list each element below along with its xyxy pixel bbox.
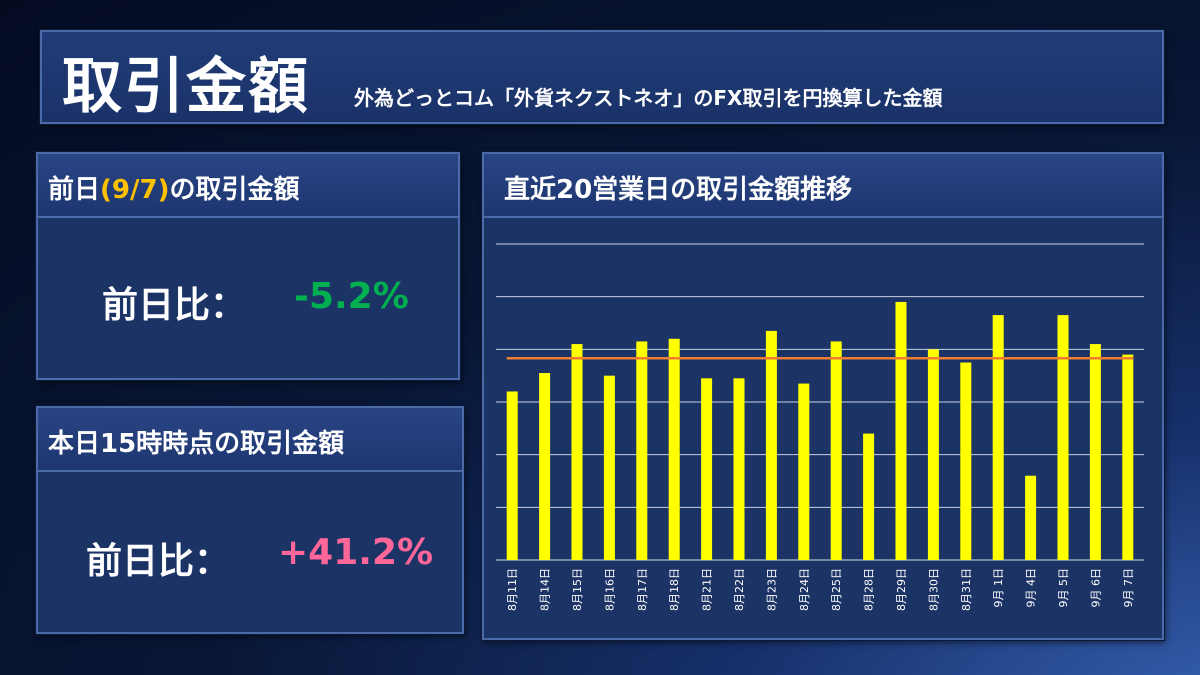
bar: [765, 330, 777, 560]
x-tick-label: 8月18日: [668, 568, 681, 611]
bar: [733, 378, 745, 560]
bar-chart: 8月11日 8月14日 8月15日 8月16日 8月17日 8月18日 8月21日 8月22日…: [496, 243, 1144, 611]
prev-day-card: 前日(9/7)の取引金額 前日比： -5.2%: [36, 152, 460, 380]
bar: [701, 378, 713, 560]
x-tick-label: 8月15日: [571, 568, 584, 611]
today-card: 本日15時時点の取引金額 前日比： +41.2%: [36, 406, 464, 634]
today-card-title: 本日15時時点の取引金額: [48, 429, 345, 459]
today-card-header: 本日15時時点の取引金額: [38, 408, 462, 472]
x-tick-label: 9月 4日: [1025, 568, 1038, 608]
x-tick-label: 8月30日: [927, 568, 940, 611]
bar: [992, 315, 1004, 560]
x-tick-label: 8月23日: [765, 568, 778, 611]
bar: [1089, 344, 1101, 560]
bar: [603, 375, 615, 560]
chart-title: 直近20営業日の取引金額推移: [504, 175, 853, 205]
bar: [1122, 354, 1134, 560]
page-title: 取引金額: [62, 52, 310, 122]
prev-day-card-header: 前日(9/7)の取引金額: [38, 154, 458, 218]
prev-day-compare-value: -5.2%: [294, 276, 409, 317]
chart-card-header: 直近20営業日の取引金額推移: [484, 154, 1162, 218]
bar: [571, 344, 583, 560]
x-tick-label: 8月29日: [895, 568, 908, 611]
bar: [636, 341, 648, 560]
bar: [927, 349, 939, 560]
bar: [1057, 315, 1069, 560]
x-tick-label: 8月31日: [960, 568, 973, 611]
prev-day-date: (9/7): [100, 175, 170, 205]
x-tick-label: 8月25日: [830, 568, 843, 611]
x-tick-label: 9月 1日: [992, 568, 1005, 608]
x-tick-label: 8月16日: [603, 568, 616, 611]
bar: [830, 341, 842, 560]
x-tick-label: 9月 6日: [1089, 568, 1102, 608]
bar: [1025, 475, 1037, 560]
prev-day-compare-label: 前日比：: [102, 285, 247, 326]
x-tick-label: 9月 5日: [1057, 568, 1070, 608]
x-tick-label: 8月11日: [506, 568, 519, 611]
bar: [798, 383, 810, 560]
x-tick-label: 8月24日: [798, 568, 811, 611]
prev-day-card-title: 前日(9/7)の取引金額: [48, 175, 300, 205]
x-tick-label: 8月21日: [701, 568, 714, 611]
x-tick-label: 8月22日: [733, 568, 746, 611]
bar: [960, 362, 972, 560]
today-compare-value: +41.2%: [278, 532, 434, 573]
page-subtitle: 外為どっとコム「外貨ネクストネオ」のFX取引を円換算した金額: [354, 86, 943, 110]
x-tick-label: 8月17日: [636, 568, 649, 611]
x-tick-label: 8月14日: [539, 568, 552, 611]
x-tick-label: 9月 7日: [1122, 568, 1135, 608]
bar: [895, 301, 907, 560]
chart-card: 直近20営業日の取引金額推移 8月11日 8月14日 8月15日 8月16日 8月17日…: [482, 152, 1164, 640]
today-compare-label: 前日比：: [86, 541, 231, 582]
bar: [668, 338, 680, 560]
header-banner: 取引金額 外為どっとコム「外貨ネクストネオ」のFX取引を円換算した金額: [40, 30, 1164, 124]
bar: [539, 373, 551, 560]
bar: [506, 391, 518, 560]
x-tick-label: 8月28日: [863, 568, 876, 611]
bar: [863, 433, 875, 560]
